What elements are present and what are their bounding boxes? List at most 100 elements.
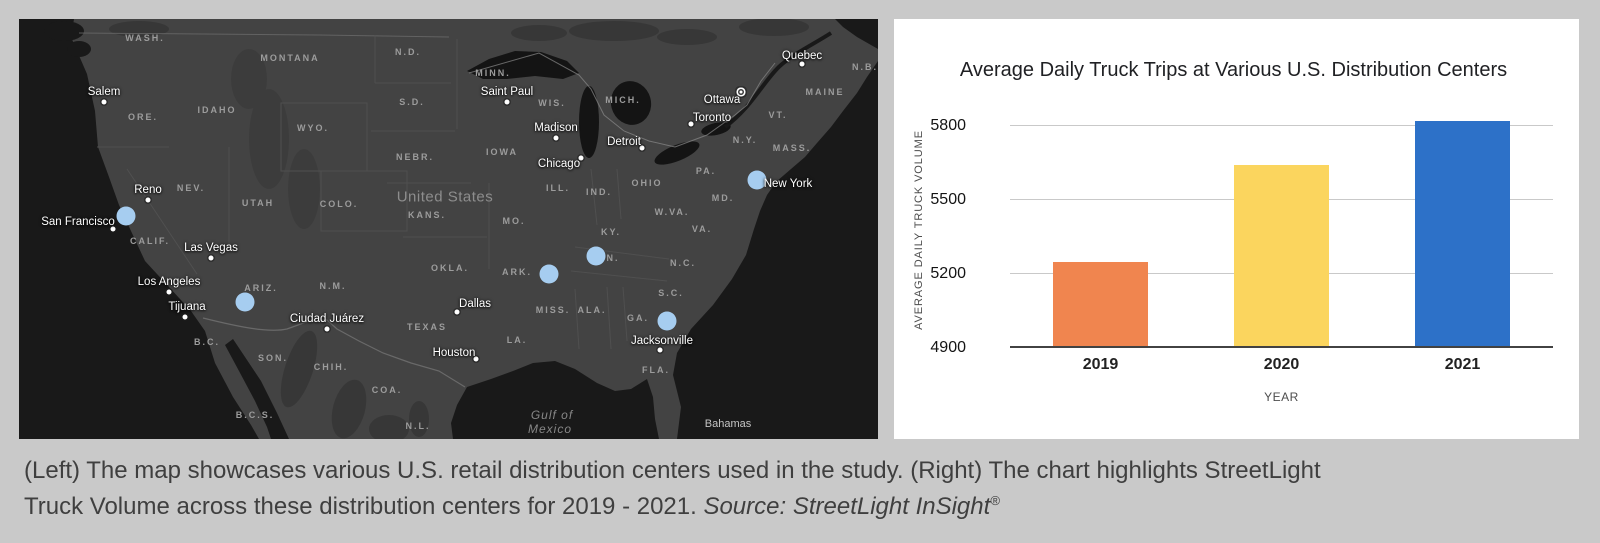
state-label-wash: WASH. [125, 33, 165, 43]
city-dot-salem [101, 99, 107, 105]
x-axis-title: YEAR [1264, 390, 1299, 404]
caption-source: Source: StreetLight InSight [703, 493, 991, 520]
country-label-united-states: United States [396, 188, 494, 206]
registered-trademark-symbol: ® [990, 493, 1000, 508]
y-tick-label-5800: 5800 [930, 117, 966, 134]
state-label-ind: IND. [586, 187, 612, 197]
city-dot-las-vegas [208, 255, 214, 261]
city-capital-dot-ottawa [739, 90, 743, 94]
state-label-va: VA. [691, 224, 713, 234]
state-label-n-y: N.Y. [732, 135, 758, 145]
city-dot-tijuana [182, 314, 188, 320]
state-label-fla: FLA. [642, 365, 670, 375]
state-label-mass: MASS. [772, 143, 812, 153]
city-label-los-angeles: Los Angeles [137, 276, 201, 288]
gridline-5800 [1010, 125, 1553, 126]
caption-line-1: (Left) The map showcases various U.S. re… [24, 457, 1321, 484]
distribution-center-marker-6 [747, 170, 767, 190]
distribution-center-marker-2 [235, 292, 255, 312]
state-label-vt: VT. [768, 110, 788, 120]
city-label-ottawa: Ottawa [703, 94, 741, 106]
state-label-ariz: ARIZ. [244, 283, 278, 293]
city-dot-houston [473, 356, 479, 362]
state-label-miss: MISS. [535, 305, 571, 315]
state-label-nebr: NEBR. [395, 152, 435, 162]
plot-area [1010, 113, 1553, 348]
state-label-md: MD. [711, 193, 735, 203]
map-basemap [19, 19, 878, 439]
y-tick-label-4900: 4900 [930, 339, 966, 356]
state-label-wis: WIS. [538, 98, 566, 108]
state-label-n-m: N.M. [319, 281, 347, 291]
figure-caption: (Left) The map showcases various U.S. re… [24, 456, 1574, 522]
state-label-nev: NEV. [176, 183, 206, 193]
state-label-ohio: OHIO [631, 178, 663, 188]
state-label-ga: GA. [626, 313, 650, 323]
bar-2019 [1053, 261, 1148, 348]
city-label-dallas: Dallas [459, 298, 491, 310]
water-label-mexico: Mexico [527, 422, 573, 436]
city-dot-jacksonville [657, 347, 663, 353]
city-dot-reno [145, 197, 151, 203]
truck-trips-bar-chart: Average Daily Truck Trips at Various U.S… [894, 19, 1579, 439]
city-label-toronto: Toronto [692, 112, 732, 124]
state-label-n-b: N.B. [852, 62, 878, 72]
state-label-n: N. [606, 253, 620, 263]
city-label-detroit: Detroit [607, 136, 641, 148]
city-label-tijuana: Tijuana [168, 301, 206, 313]
state-label-coa: COA. [371, 385, 403, 395]
state-label-la: LA. [506, 335, 528, 345]
state-label-mich: MICH. [605, 95, 641, 105]
caption-line-2: Truck Volume across these distribution c… [24, 486, 1574, 522]
state-label-ark: ARK. [502, 267, 532, 277]
bar-2020 [1234, 165, 1329, 348]
state-label-pa: PA. [695, 166, 717, 176]
state-label-chih: CHIH. [313, 362, 349, 372]
state-label-n-l: N.L. [405, 421, 431, 431]
state-label-okla: OKLA. [431, 263, 469, 273]
state-label-calif: CALIF. [130, 236, 170, 246]
distribution-center-marker-1 [116, 206, 136, 226]
city-label-jacksonville: Jacksonville [631, 335, 693, 347]
city-dot-ciudad-ju-rez [324, 326, 330, 332]
city-label-las-vegas: Las Vegas [184, 242, 238, 254]
city-dot-madison [553, 135, 559, 141]
state-label-s-d: S.D. [399, 97, 425, 107]
city-label-houston: Houston [432, 347, 476, 359]
y-axis-title: AVERAGE DAILY TRUCK VOLUME [913, 130, 925, 330]
state-label-n-c: N.C. [670, 258, 696, 268]
city-dot-los-angeles [166, 289, 172, 295]
state-label-montana: MONTANA [260, 53, 320, 63]
chart-title: Average Daily Truck Trips at Various U.S… [959, 59, 1508, 81]
city-dot-quebec [799, 61, 805, 67]
state-label-mo: MO. [502, 216, 526, 226]
city-dot-detroit [639, 145, 645, 151]
island-label-bahamas: Bahamas [704, 418, 752, 430]
map-overlay: United States Gulf of Mexico Bahamas WAS… [19, 19, 878, 439]
city-label-salem: Salem [87, 86, 121, 98]
state-label-texas: TEXAS [406, 322, 448, 332]
city-label-san-francisco: San Francisco [41, 216, 115, 228]
state-label-ore: ORE. [127, 112, 159, 122]
city-dot-san-francisco [110, 226, 116, 232]
state-label-colo: COLO. [319, 199, 359, 209]
city-label-ciudad-ju-rez: Ciudad Juárez [289, 313, 365, 325]
distribution-center-marker-5 [657, 311, 677, 331]
city-dot-toronto [688, 121, 694, 127]
x-category-label-2020: 2020 [1263, 356, 1300, 373]
city-dot-dallas [454, 309, 460, 315]
caption-line-2-text: Truck Volume across these distribution c… [24, 493, 704, 520]
state-label-b-c-s: B.C.S. [235, 410, 275, 420]
state-label-w-va: W.VA. [654, 207, 690, 217]
city-label-chicago: Chicago [537, 158, 581, 170]
city-label-quebec: Quebec [781, 50, 823, 62]
city-label-saint-paul: Saint Paul [480, 86, 534, 98]
city-dot-saint-paul [504, 99, 510, 105]
x-category-label-2019: 2019 [1082, 356, 1119, 373]
city-label-madison: Madison [534, 122, 578, 134]
state-label-ky: KY. [600, 227, 622, 237]
distribution-center-marker-4 [586, 246, 606, 266]
state-label-b-c: B.C. [194, 337, 220, 347]
state-label-s-c: S.C. [658, 288, 684, 298]
state-label-utah: UTAH [241, 198, 275, 208]
